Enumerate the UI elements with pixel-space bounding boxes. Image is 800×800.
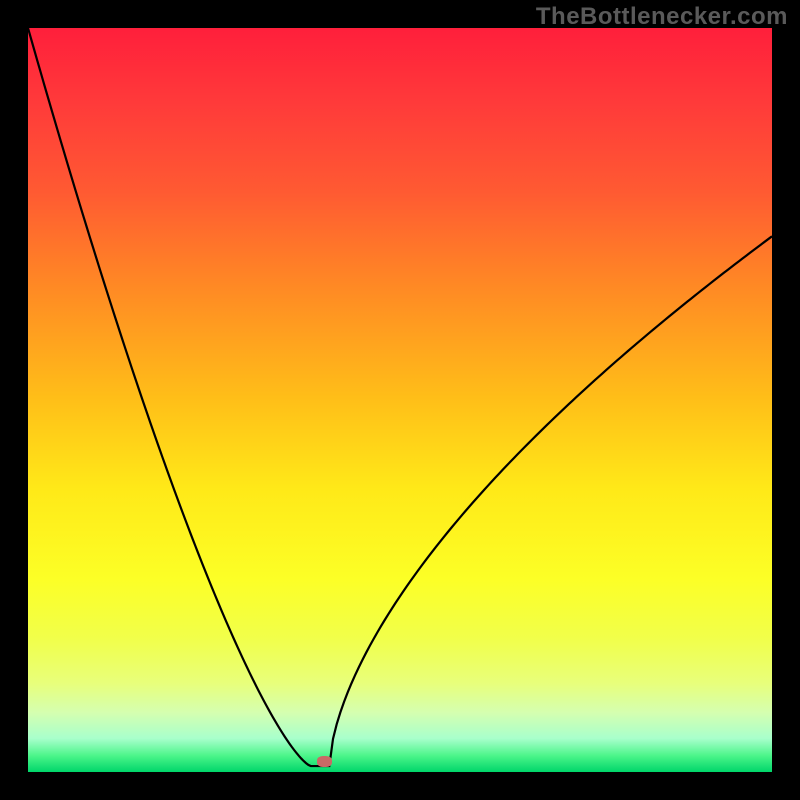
optimal-marker xyxy=(317,756,332,767)
watermark-label: TheBottlenecker.com xyxy=(536,3,788,31)
chart-frame: TheBottlenecker.com xyxy=(0,0,800,800)
bottleneck-curve xyxy=(0,0,800,800)
